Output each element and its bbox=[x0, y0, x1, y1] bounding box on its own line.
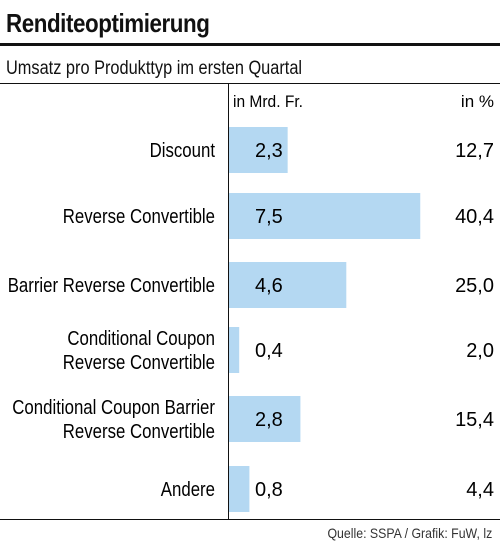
footer-rule bbox=[0, 519, 500, 520]
bar-0 bbox=[229, 127, 288, 173]
percent-label-0: 12,7 bbox=[455, 140, 494, 162]
value-label-3: 0,4 bbox=[255, 340, 283, 362]
bar-4 bbox=[229, 396, 301, 442]
chart-subtitle: Umsatz pro Produkttyp im ersten Quartal bbox=[6, 58, 303, 79]
bar-3 bbox=[229, 327, 240, 373]
bar-1 bbox=[229, 193, 421, 239]
title-rule bbox=[0, 43, 500, 46]
value-label-5: 0,8 bbox=[255, 479, 283, 501]
category-label-5-0: Andere bbox=[161, 479, 215, 501]
percent-label-3: 2,0 bbox=[466, 340, 494, 362]
category-label-4-0: Conditional Coupon Barrier bbox=[12, 397, 215, 419]
category-label-4-1: Reverse Convertible bbox=[63, 421, 215, 443]
category-label-2-0: Barrier Reverse Convertible bbox=[8, 275, 215, 297]
category-label-0-0: Discount bbox=[150, 140, 216, 162]
bar-2 bbox=[229, 262, 347, 308]
bar-5 bbox=[229, 466, 250, 512]
value-label-4: 2,8 bbox=[255, 409, 283, 431]
category-label-3-0: Conditional Coupon bbox=[67, 328, 215, 350]
percent-label-1: 40,4 bbox=[455, 206, 494, 228]
value-label-2: 4,6 bbox=[255, 275, 283, 297]
percent-label-2: 25,0 bbox=[455, 275, 494, 297]
percent-label-5: 4,4 bbox=[466, 479, 494, 501]
value-column-header: in Mrd. Fr. bbox=[233, 92, 303, 111]
source-note: Quelle: SSPA / Grafik: FuW, lz bbox=[327, 525, 492, 541]
category-label-1-0: Reverse Convertible bbox=[63, 206, 215, 228]
percent-label-4: 15,4 bbox=[455, 409, 494, 431]
percent-column-header: in % bbox=[461, 92, 494, 111]
category-label-3-1: Reverse Convertible bbox=[63, 352, 215, 374]
value-label-0: 2,3 bbox=[255, 140, 283, 162]
chart-title: Renditeoptimierung bbox=[6, 8, 210, 38]
header-rule bbox=[0, 83, 500, 84]
value-label-1: 7,5 bbox=[255, 206, 283, 228]
